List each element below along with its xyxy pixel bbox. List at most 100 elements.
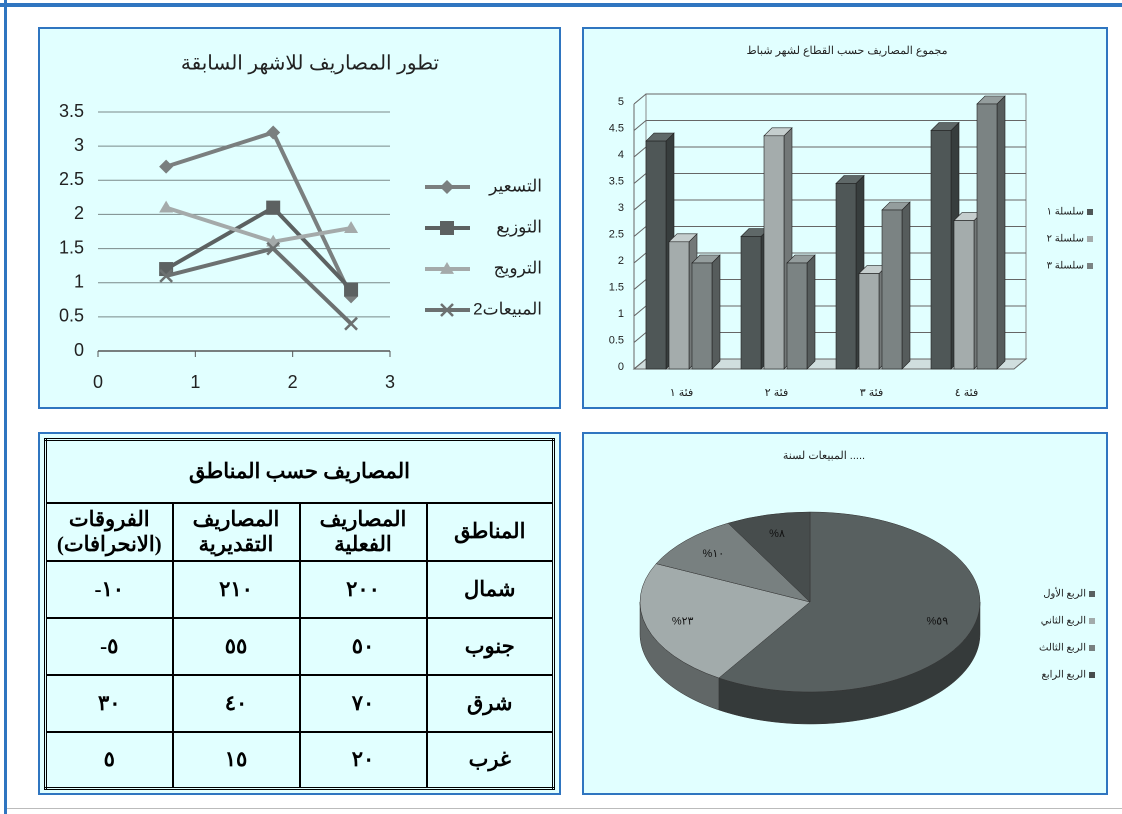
bar <box>668 241 690 370</box>
bar <box>645 140 667 370</box>
line-chart: تطور المصاريف للاشهر السابقة 0 0.5 1 1.5 2 2.5… <box>59 52 542 392</box>
legend-swatch <box>1089 672 1095 678</box>
table-row: شرق ٧٠ ٤٠ ٣٠ <box>44 673 555 733</box>
marker <box>344 282 359 297</box>
marker <box>159 200 174 213</box>
y-tick-label: 2.5 <box>59 169 84 189</box>
header-cell: المناطق <box>425 501 555 562</box>
y-tick-label: 3.5 <box>59 101 84 121</box>
x-tick-label: 2 <box>288 372 298 392</box>
marker <box>440 303 454 317</box>
table-cell: ٢٠٠ <box>298 559 428 619</box>
slice-label: %٨ <box>769 528 785 540</box>
top-border <box>0 3 1122 7</box>
marker <box>159 159 174 174</box>
y-tick-label: 2 <box>74 203 84 223</box>
slice-label: %٢٣ <box>672 615 694 627</box>
y-tick-label: 4.5 <box>609 122 624 134</box>
slice-label: %٥٩ <box>927 615 949 627</box>
x-tick-label: فئة ٢ <box>765 387 788 399</box>
table-cell: شرق <box>425 673 555 733</box>
chart-title: مجموع المصاريف حسب القطاع لشهر شباط <box>747 45 948 57</box>
marker <box>344 221 359 233</box>
y-tick-label: 1 <box>74 271 84 291</box>
slice <box>655 522 811 603</box>
table-row: غرب ٢٠ ١٥ ٥ <box>44 730 555 790</box>
x-tick-label: فئة ١ <box>670 387 693 399</box>
table-panel: المصاريف حسب المناطق المناطق المصاريف الفع… <box>38 432 561 795</box>
legend-label: الترويج <box>494 258 542 278</box>
table-cell: ٢١٠ <box>171 559 301 619</box>
header-cell: المصاريف التقديرية <box>171 501 301 562</box>
legend-swatch <box>1089 618 1095 624</box>
y-tick-label: 1 <box>618 308 624 320</box>
header-cell: المصاريف الفعلية <box>298 501 428 562</box>
y-tick-label: 4 <box>618 149 624 161</box>
table-cell: ٧٠ <box>298 673 428 733</box>
bottom-border <box>7 808 1122 809</box>
y-tick-label: 1.5 <box>609 281 624 293</box>
grid-line <box>633 120 1026 131</box>
title-row: المصاريف حسب المناطق <box>44 438 555 504</box>
slice <box>639 563 811 679</box>
legend-label: التسعير <box>488 176 542 196</box>
marker <box>266 241 281 256</box>
legend-swatch <box>1089 645 1095 651</box>
y-tick-label: 0.5 <box>609 334 624 346</box>
marker <box>440 221 454 235</box>
table-cell: ٥- <box>44 616 174 676</box>
header-cell: الفروقات (الانحرافات) <box>44 501 174 562</box>
table-cell: غرب <box>425 730 555 790</box>
table-cell: ٣٠ <box>44 673 174 733</box>
table-cell: شمال <box>425 559 555 619</box>
marker <box>440 180 454 194</box>
x-tick-label: فئة ٣ <box>860 387 883 399</box>
bar-side <box>806 254 816 370</box>
x-tick-label: 0 <box>93 372 103 392</box>
marker <box>266 125 281 140</box>
chart-title: المبيعات لسنة ..... <box>783 450 865 462</box>
bar-side <box>901 201 911 370</box>
legend-swatch <box>1087 263 1093 269</box>
grid-line <box>633 93 1026 105</box>
chart-title: تطور المصاريف للاشهر السابقة <box>181 52 439 74</box>
line-panel: تطور المصاريف للاشهر السابقة 0 0.5 1 1.5 2 2.5… <box>38 27 561 409</box>
bar <box>976 103 998 370</box>
y-tick-label: 3.5 <box>609 175 624 187</box>
y-tick-label: 0 <box>618 361 624 373</box>
legend-label: سلسلة ٢ <box>1047 234 1084 245</box>
legend-swatch <box>1087 236 1093 242</box>
y-tick-label: 0.5 <box>59 306 84 326</box>
table-cell: ٤٠ <box>171 673 301 733</box>
table-cell: ١٠- <box>44 559 174 619</box>
table-cell: ١٥ <box>171 730 301 790</box>
table-cell: ٥٥ <box>171 616 301 676</box>
bar-panel: مجموع المصاريف حسب القطاع لشهر شباط 0 0.5 1… <box>582 27 1108 409</box>
x-tick-label: فئة ٤ <box>955 387 978 399</box>
bar <box>763 135 785 370</box>
bar-side <box>996 95 1006 370</box>
pie-panel: المبيعات لسنة ..... %٥٩ %٢٣ %١٠ %٨ الربع الأو… <box>582 432 1108 795</box>
bar <box>835 183 857 370</box>
bar <box>691 262 713 370</box>
marker <box>159 269 174 283</box>
legend-label: التوزيع <box>496 217 542 237</box>
marker <box>440 262 454 274</box>
legend-label: الربع الأول <box>1043 588 1086 600</box>
table-cell: ٥٠ <box>298 616 428 676</box>
x-tick-label: 3 <box>385 372 395 392</box>
legend-label: الربع الثالث <box>1039 643 1086 654</box>
table-cell: جنوب <box>425 616 555 676</box>
legend-label: المبيعات2 <box>473 299 542 318</box>
marker <box>266 200 281 215</box>
legend-label: سلسلة ١ <box>1047 207 1084 218</box>
y-tick-label: 5 <box>618 96 624 108</box>
y-tick-label: 2 <box>618 255 624 267</box>
bar <box>786 262 808 370</box>
bar <box>953 220 975 370</box>
legend-label: الربع الثاني <box>1041 616 1086 627</box>
slice <box>727 511 811 603</box>
bar <box>740 236 762 370</box>
bar-chart: مجموع المصاريف حسب القطاع لشهر شباط 0 0.5 1… <box>609 45 1093 399</box>
